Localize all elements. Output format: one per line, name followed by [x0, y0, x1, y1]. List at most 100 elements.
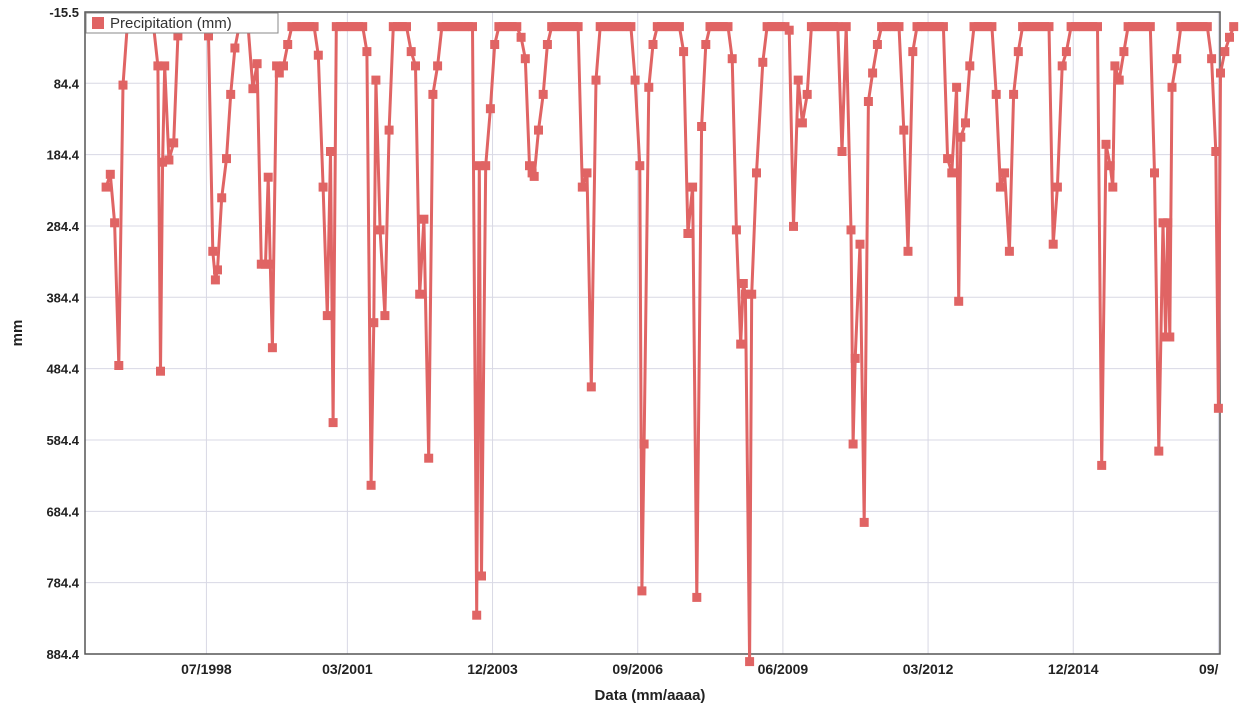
- data-point: [375, 225, 385, 235]
- data-point: [1097, 460, 1107, 470]
- data-point: [1167, 82, 1177, 92]
- data-point: [516, 32, 526, 42]
- data-point: [485, 104, 495, 114]
- data-point: [987, 22, 997, 32]
- y-tick-label: 884.4: [46, 647, 79, 662]
- data-point: [169, 138, 179, 148]
- data-point: [899, 125, 909, 135]
- data-point: [859, 517, 869, 527]
- data-point: [261, 259, 270, 269]
- x-tick-label: 03/2001: [322, 661, 373, 677]
- data-point: [454, 22, 464, 32]
- y-tick-label: 584.4: [46, 433, 79, 448]
- data-point: [1114, 75, 1124, 85]
- y-tick-label: 184.4: [46, 148, 79, 163]
- data-point: [322, 311, 332, 321]
- data-point: [1150, 168, 1159, 178]
- data-point: [1013, 47, 1023, 57]
- data-point: [626, 22, 636, 32]
- data-point: [908, 47, 918, 57]
- data-point: [903, 246, 913, 256]
- data-point: [723, 22, 733, 32]
- data-point: [613, 22, 623, 32]
- data-point: [784, 25, 794, 35]
- data-point: [340, 22, 350, 32]
- data-point: [1119, 47, 1129, 57]
- y-tick-label: 484.4: [46, 362, 79, 377]
- data-point: [1193, 22, 1203, 32]
- data-point: [648, 40, 658, 49]
- data-point: [956, 132, 966, 142]
- data-point: [954, 296, 964, 306]
- data-point: [771, 22, 781, 32]
- data-point: [1044, 22, 1054, 32]
- data-point: [1145, 22, 1155, 32]
- data-point: [1048, 239, 1058, 249]
- data-point: [639, 439, 649, 449]
- data-point: [213, 265, 222, 275]
- data-point: [731, 225, 741, 235]
- data-point: [848, 439, 858, 449]
- data-point: [512, 22, 522, 32]
- data-point: [538, 89, 548, 99]
- data-point: [267, 343, 277, 353]
- data-point: [701, 40, 711, 49]
- data-point: [789, 221, 798, 231]
- data-point: [226, 89, 236, 99]
- data-point: [1229, 22, 1239, 32]
- data-point: [665, 22, 675, 32]
- legend: Precipitation (mm): [85, 12, 279, 34]
- data-point: [384, 125, 394, 135]
- data-point: [472, 610, 482, 620]
- x-tick-label: 09/: [1199, 661, 1219, 677]
- data-point: [850, 353, 860, 363]
- data-point: [573, 22, 583, 32]
- data-point: [328, 418, 338, 428]
- data-point: [1213, 403, 1223, 413]
- data-point: [424, 453, 434, 463]
- data-point: [525, 161, 534, 171]
- data-point: [1211, 147, 1221, 156]
- y-tick-label: 84.4: [54, 76, 80, 91]
- data-point: [943, 154, 953, 164]
- data-point: [490, 40, 500, 49]
- data-point: [248, 84, 258, 94]
- data-point: [507, 22, 517, 32]
- data-point: [952, 82, 962, 92]
- data-point: [644, 82, 654, 92]
- data-point: [1105, 161, 1115, 171]
- data-point: [173, 31, 183, 41]
- data-point: [445, 22, 455, 32]
- data-point: [837, 147, 847, 156]
- data-point: [380, 311, 390, 321]
- x-tick-label: 12/2003: [467, 661, 518, 677]
- data-point: [855, 239, 865, 249]
- data-point: [1207, 54, 1217, 64]
- data-point: [692, 592, 702, 602]
- data-point: [393, 22, 402, 32]
- data-point: [868, 68, 878, 78]
- data-point: [551, 22, 561, 32]
- data-point: [591, 75, 601, 85]
- data-point: [263, 172, 273, 182]
- data-point: [1110, 61, 1120, 71]
- data-point: [415, 289, 425, 299]
- x-tick-label: 12/2014: [1048, 661, 1099, 677]
- data-point: [947, 168, 957, 178]
- data-point: [982, 22, 992, 32]
- data-point: [114, 361, 124, 370]
- data-point: [1154, 446, 1164, 456]
- data-point: [283, 40, 293, 49]
- data-point: [498, 22, 508, 32]
- data-point: [318, 182, 328, 192]
- data-point: [797, 118, 807, 128]
- data-point: [208, 246, 218, 256]
- data-point: [156, 366, 165, 376]
- data-point: [1061, 47, 1071, 57]
- data-point: [402, 22, 411, 32]
- data-point: [326, 147, 335, 156]
- data-point: [101, 182, 111, 192]
- data-point: [481, 161, 491, 171]
- x-axis-ticks: 07/1998 03/2001 12/2003 09/2006 06/2009 03/20…: [181, 661, 1218, 677]
- data-point: [965, 61, 975, 71]
